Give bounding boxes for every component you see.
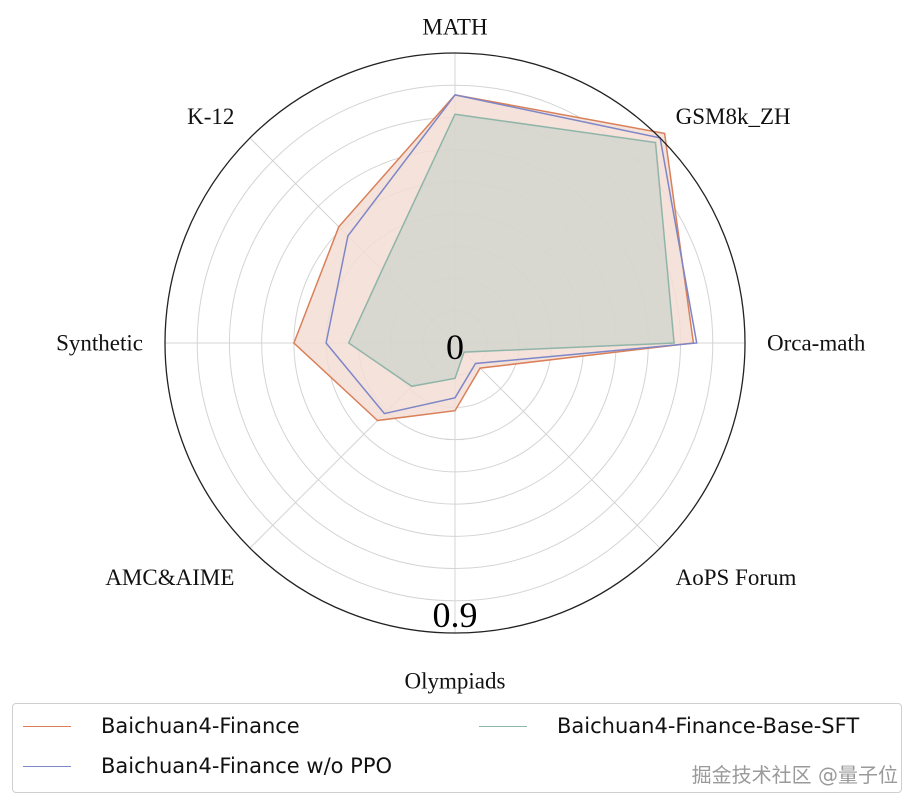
axis-label-k-12: K-12 <box>187 104 234 129</box>
legend: Baichuan4-Finance Baichuan4-Finance w/o … <box>12 703 902 793</box>
axis-labels: MATH GSM8k_ZH Orca-math AoPS Forum Olympiads… <box>56 15 866 694</box>
series-line-baichuan4-finance-w-o-ppo <box>325 94 698 415</box>
legend-label: Baichuan4-Finance w/o PPO <box>101 754 393 778</box>
legend-item-baichuan4-finance: Baichuan4-Finance <box>23 714 300 738</box>
series-line-baichuan4-finance <box>293 94 695 422</box>
legend-item-baichuan4-finance-base-sft: Baichuan4-Finance-Base-SFT <box>479 714 859 738</box>
axis-label-orca-math: Orca-math <box>767 331 866 356</box>
legend-swatch <box>23 765 71 767</box>
axis-label-gsm8k-zh: GSM8k_ZH <box>676 104 791 129</box>
grid-spoke <box>454 342 661 549</box>
radial-tick-label-max: 0.9 <box>433 595 478 635</box>
legend-swatch <box>479 725 527 727</box>
series-lines <box>293 94 698 422</box>
axis-label-math: MATH <box>422 15 487 40</box>
radial-tick-label-min: 0 <box>446 327 464 367</box>
legend-label: Baichuan4-Finance <box>101 714 300 738</box>
outer-ring <box>164 52 746 634</box>
radar-chart: MATH GSM8k_ZH Orca-math AoPS Forum Olympiads… <box>56 15 866 694</box>
axis-label-olympiads: Olympiads <box>405 669 506 694</box>
series-area-baichuan4-finance-base-sft <box>348 114 675 387</box>
legend-label: Baichuan4-Finance-Base-SFT <box>557 714 860 738</box>
series-fills <box>293 94 694 421</box>
legend-item-baichuan4-finance-wo-ppo: Baichuan4-Finance w/o PPO <box>23 754 392 778</box>
series-line-baichuan4-finance-base-sft <box>347 113 675 388</box>
legend-swatch <box>23 725 71 727</box>
axis-label-amc-aime: AMC&AIME <box>105 565 234 590</box>
axis-label-aops-forum: AoPS Forum <box>676 565 797 590</box>
watermark: 掘金技术社区 @量子位 <box>691 763 898 787</box>
axis-label-synthetic: Synthetic <box>56 331 143 356</box>
